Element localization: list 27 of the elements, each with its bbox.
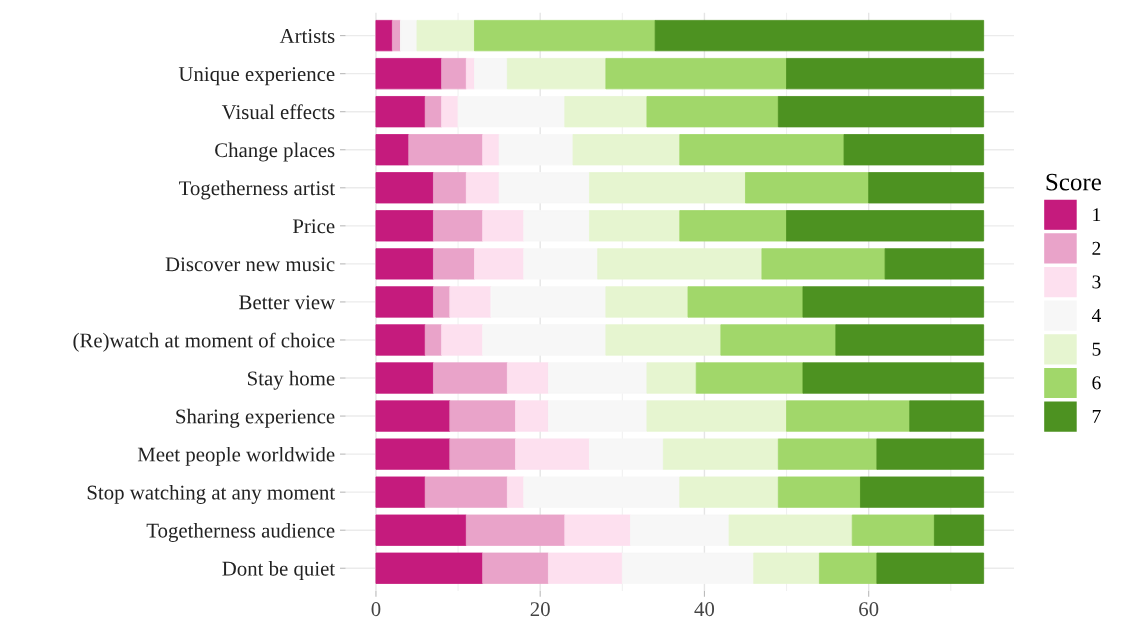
y-tick-label: Meet people worldwide bbox=[137, 446, 335, 466]
legend-title: Score bbox=[1046, 173, 1101, 191]
y-tick-label: Stay home bbox=[248, 370, 335, 390]
y-tick-label: Better view bbox=[239, 295, 336, 310]
y-tick-label: Togetherness audience bbox=[146, 522, 335, 542]
x-tick-label: 0 bbox=[371, 602, 381, 617]
y-tick-label: Unique experience bbox=[178, 67, 335, 86]
legend-label: 6 bbox=[1092, 376, 1101, 390]
x-tick-label: 40 bbox=[694, 602, 715, 617]
y-tick-label: Togetherness artist bbox=[179, 180, 336, 200]
legend-label: 7 bbox=[1092, 410, 1101, 423]
y-tick-label: Stop watching at any moment bbox=[87, 484, 336, 504]
y-tick-label: (Re)watch at moment of choice bbox=[73, 332, 335, 352]
y-tick-label: Artists bbox=[279, 29, 335, 44]
y-tick-label: Price bbox=[292, 219, 335, 234]
legend-label: 2 bbox=[1092, 241, 1101, 255]
y-tick-label: Visual effects bbox=[221, 104, 335, 120]
legend-label: 3 bbox=[1092, 275, 1101, 289]
legend-label: 5 bbox=[1092, 342, 1101, 356]
x-tick-label: 20 bbox=[530, 602, 550, 617]
y-tick-label: Discover new music bbox=[165, 257, 335, 272]
x-tick-label: 60 bbox=[859, 602, 879, 617]
y-tick-label: Sharing experience bbox=[176, 408, 335, 428]
legend-label: 1 bbox=[1093, 208, 1101, 221]
y-tick-label: Change places bbox=[215, 142, 335, 162]
legend-label: 4 bbox=[1091, 309, 1101, 322]
y-tick-label: Dont be quiet bbox=[222, 561, 336, 580]
